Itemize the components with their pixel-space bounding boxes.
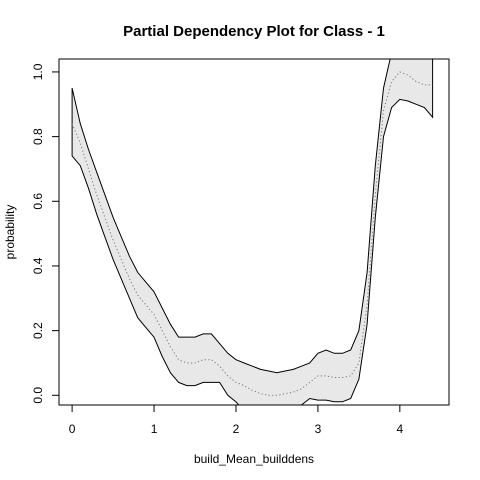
y-tick-label: 0.8 — [31, 128, 45, 145]
plot-frame — [58, 58, 450, 406]
x-tick-label: 0 — [69, 422, 76, 436]
y-tick-label: 1.0 — [31, 63, 45, 80]
y-tick-label: 0.4 — [31, 257, 45, 274]
y-axis: 0.0 0.2 0.4 0.6 0.8 1.0 — [31, 63, 59, 404]
y-tick-label: 0.2 — [31, 322, 45, 339]
chart-title: Partial Dependency Plot for Class - 1 — [123, 23, 385, 40]
y-tick-label: 0.0 — [31, 387, 45, 404]
x-tick-label: 2 — [233, 422, 240, 436]
confidence-band — [71, 59, 434, 405]
y-axis-label: probability — [3, 205, 17, 260]
x-tick-label: 3 — [315, 422, 322, 436]
x-axis: 0 1 2 3 4 — [69, 405, 403, 436]
x-tick-label: 1 — [151, 422, 158, 436]
y-tick-label: 0.6 — [31, 193, 45, 210]
x-axis-label: build_Mean_builddens — [194, 452, 314, 466]
mean-probability-line — [71, 71, 433, 396]
x-tick-label: 4 — [396, 422, 403, 436]
